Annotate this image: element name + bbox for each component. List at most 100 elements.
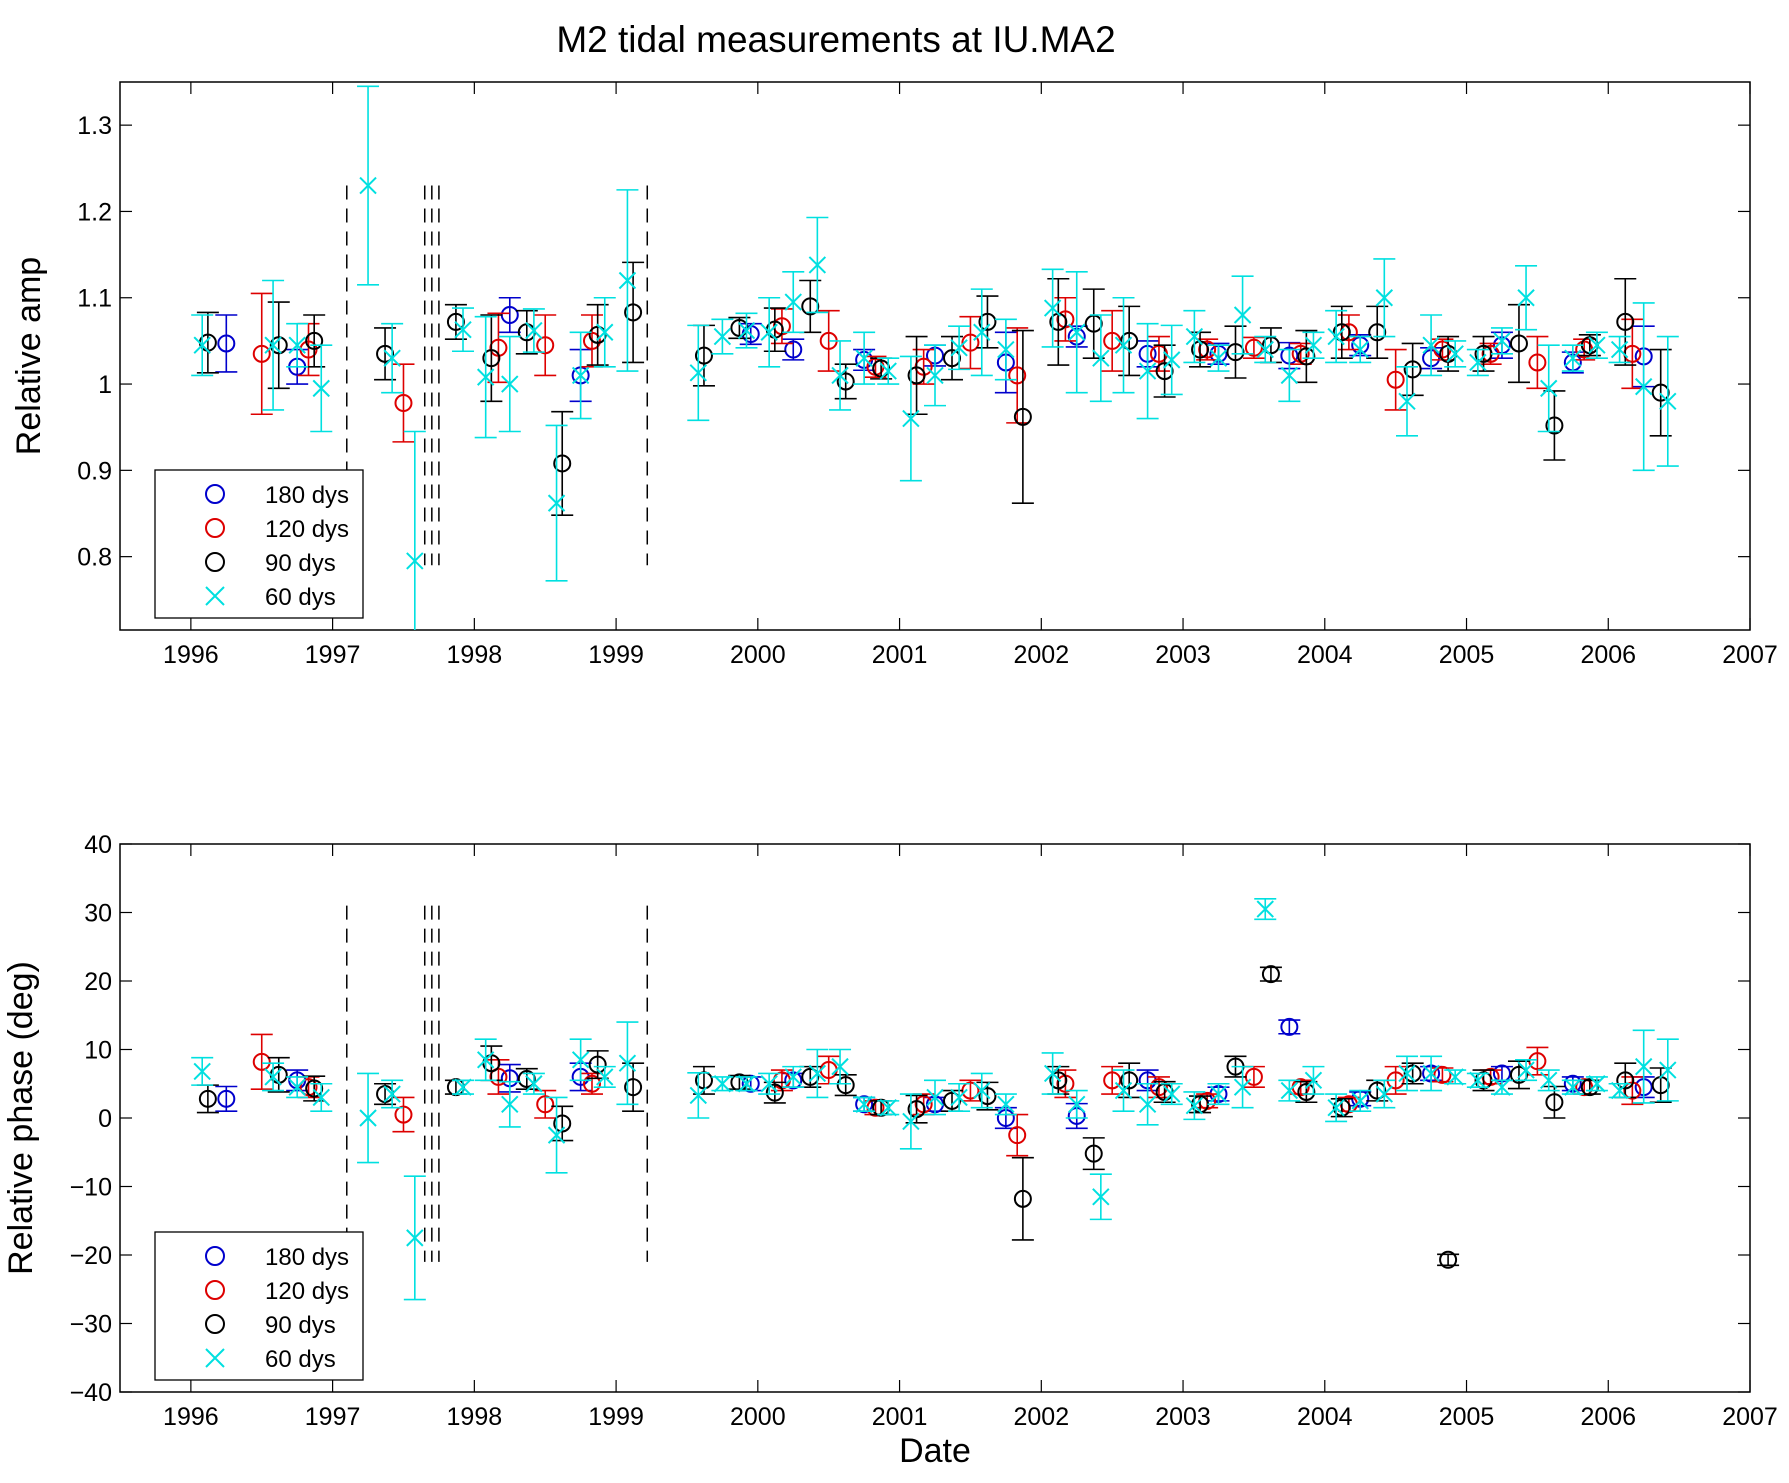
data-point xyxy=(553,1114,572,1133)
data-point xyxy=(1114,336,1133,354)
y-tick-label: 0.9 xyxy=(77,457,112,485)
y-tick-label: −30 xyxy=(70,1311,112,1339)
data-point xyxy=(217,1089,236,1108)
y-tick-label: 0 xyxy=(98,1105,112,1133)
data-point xyxy=(950,1088,968,1107)
data-point xyxy=(1375,289,1394,307)
x-tick-label: 2000 xyxy=(730,1403,786,1431)
data-point xyxy=(1368,323,1387,342)
data-point xyxy=(482,349,501,368)
data-point xyxy=(1261,965,1280,984)
data-point xyxy=(624,303,643,322)
data-point xyxy=(596,1068,614,1086)
x-tick-label: 2002 xyxy=(1013,641,1069,669)
data-point xyxy=(1446,1068,1464,1086)
data-point xyxy=(741,1074,760,1093)
legend-label: 120 dys xyxy=(265,1278,349,1305)
data-point xyxy=(855,1095,874,1114)
y-tick-label: 1.1 xyxy=(77,285,112,313)
data-point xyxy=(1493,332,1511,350)
data-point xyxy=(376,344,395,363)
data-point xyxy=(193,1062,211,1081)
y-tick-label: 10 xyxy=(84,1037,112,1065)
x-tick-label: 1997 xyxy=(305,641,361,669)
data-point xyxy=(269,336,288,355)
data-point xyxy=(1280,366,1299,385)
data-point xyxy=(1659,392,1677,411)
legend-box xyxy=(154,1231,364,1381)
data-point xyxy=(1580,1078,1599,1097)
data-point xyxy=(536,1095,555,1114)
data-point xyxy=(582,1074,601,1093)
data-point xyxy=(1332,323,1351,342)
data-point xyxy=(525,1075,543,1093)
data-point xyxy=(288,1078,306,1096)
figure-title: M2 tidal measurements at IU.MA2 xyxy=(556,19,1115,60)
panel-amp: 1996 1997 1998 1999 2000 2001 2002 2003 2004 2005… xyxy=(10,81,1778,669)
data-point xyxy=(808,256,827,274)
data-point xyxy=(1403,360,1422,379)
series-60-dys xyxy=(191,897,1679,1301)
legend-marker xyxy=(205,484,225,504)
data-point xyxy=(943,349,962,368)
legend-marker xyxy=(205,518,225,538)
plot-frame xyxy=(119,843,1751,1393)
data-point xyxy=(973,323,991,341)
data-point xyxy=(217,334,236,353)
y-tick-label: 1.3 xyxy=(77,112,112,140)
legend-label: 90 dys xyxy=(265,550,336,577)
data-point xyxy=(689,1086,708,1105)
data-point xyxy=(1068,1095,1086,1114)
data-point xyxy=(264,1068,282,1086)
data-point xyxy=(1304,1071,1323,1090)
data-point xyxy=(476,368,495,386)
y-tick-label: 30 xyxy=(84,900,112,928)
data-point xyxy=(1138,1095,1157,1114)
data-point xyxy=(1509,1065,1528,1084)
data-point xyxy=(1149,1078,1168,1097)
data-point xyxy=(855,1095,873,1114)
legend-label: 90 dys xyxy=(265,1312,336,1339)
data-point xyxy=(1493,1078,1511,1096)
data-point xyxy=(784,1068,802,1086)
data-point xyxy=(476,1051,495,1069)
data-point xyxy=(1610,340,1629,359)
legend-marker xyxy=(205,1314,225,1334)
data-point xyxy=(1422,1064,1440,1083)
legend-label: 60 dys xyxy=(265,584,336,611)
data-point xyxy=(1280,1017,1299,1036)
x-tick-label: 2001 xyxy=(872,1403,928,1431)
data-point xyxy=(808,1064,827,1083)
data-point xyxy=(1256,340,1274,359)
data-point xyxy=(801,297,820,316)
data-point xyxy=(1351,1092,1369,1110)
x-tick-label: 1998 xyxy=(447,641,503,669)
data-point xyxy=(1545,416,1564,435)
x-tick-label: 2004 xyxy=(1297,641,1353,669)
legend-marker xyxy=(205,1348,225,1368)
data-point xyxy=(618,271,637,290)
data-point xyxy=(454,1078,472,1096)
y-tick-label: 0.8 xyxy=(77,544,112,572)
data-point xyxy=(1545,1093,1564,1112)
legend-label: 180 dys xyxy=(265,482,349,509)
data-point xyxy=(950,339,968,357)
x-tick-label: 2005 xyxy=(1439,641,1495,669)
data-point xyxy=(1013,407,1032,426)
data-point xyxy=(359,1109,377,1127)
data-point xyxy=(582,331,601,350)
data-point xyxy=(784,340,803,359)
data-point xyxy=(1446,345,1464,363)
data-point xyxy=(836,1076,855,1095)
data-point xyxy=(855,349,873,367)
data-point xyxy=(1588,336,1606,354)
data-point xyxy=(1616,312,1635,331)
x-tick-label: 2006 xyxy=(1580,641,1636,669)
legend-label: 180 dys xyxy=(265,1244,349,1271)
data-point xyxy=(1008,1126,1027,1145)
data-point xyxy=(288,336,306,354)
x-tick-label: 2007 xyxy=(1722,641,1778,669)
data-point xyxy=(1469,1071,1487,1090)
data-point xyxy=(713,1075,732,1093)
data-point xyxy=(517,1069,536,1088)
